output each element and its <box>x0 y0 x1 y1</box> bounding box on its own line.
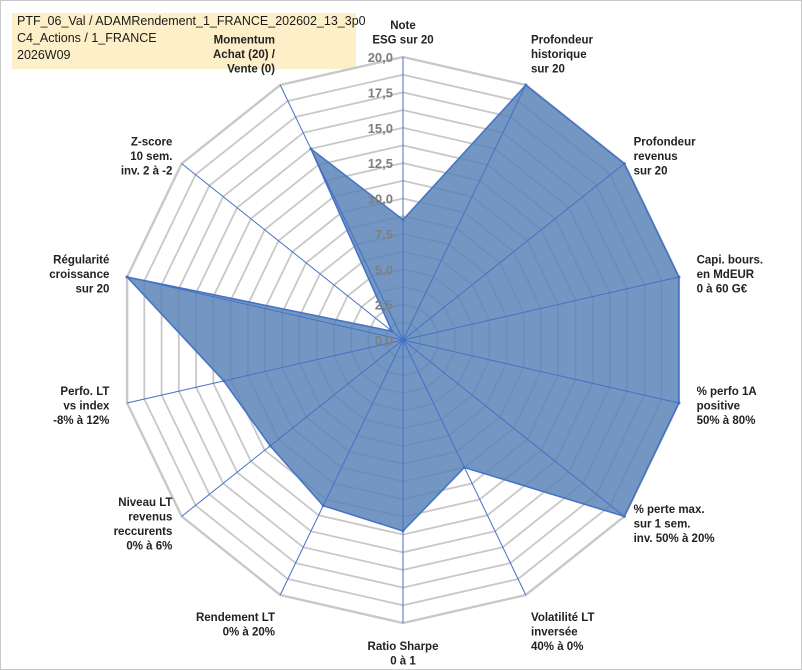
header-line-2: C4_Actions / 1_FRANCE <box>17 31 157 45</box>
category-label-line: Rendement LT <box>196 612 275 624</box>
category-label-line: sur 20 <box>634 165 668 177</box>
category-label: Rendement LT 0% à 20% <box>196 612 275 639</box>
axis-spoke <box>402 339 625 517</box>
category-label-line: Volatilité LT <box>531 612 594 624</box>
category-label-line: Ratio Sharpe <box>368 641 439 653</box>
category-label-line: reccurents <box>114 526 173 538</box>
category-label-line: Z-score <box>131 136 173 148</box>
tick-label: 12,5 <box>368 156 393 171</box>
data-point <box>268 444 272 448</box>
data-point <box>125 275 129 279</box>
chart-header: PTF_06_Val / ADAMRendement_1_FRANCE_2026… <box>12 13 366 69</box>
category-label: Momentum Achat (20) / Vente (0) <box>213 35 276 76</box>
data-point <box>622 514 626 518</box>
category-label-line: historique <box>531 49 587 61</box>
category-label: Profondeur historique sur 20 <box>531 35 593 76</box>
tick-label: 7,5 <box>375 227 393 242</box>
header-line-1: PTF_06_Val / ADAMRendement_1_FRANCE_2026… <box>17 14 366 28</box>
category-label-line: Profondeur <box>634 136 696 148</box>
category-label-line: sur 20 <box>531 64 565 76</box>
data-point <box>622 162 626 166</box>
category-label-line: 0% à 6% <box>126 540 172 552</box>
category-label-line: Capi. bours. <box>697 255 763 267</box>
category-label-line: croissance <box>49 269 109 281</box>
category-label: Capi. bours. en MdEUR 0 à 60 G€ <box>697 255 763 296</box>
category-label-line: inv. 2 à -2 <box>121 165 173 177</box>
tick-label: 5,0 <box>375 262 393 277</box>
axis-spoke <box>126 276 404 341</box>
tick-label: 15,0 <box>368 121 393 136</box>
axis-spoke <box>279 339 404 596</box>
data-point <box>321 504 325 508</box>
category-label: Ratio Sharpe 0 à 1 <box>368 641 439 668</box>
category-label: Régularité croissance sur 20 <box>49 255 109 296</box>
axis-spoke <box>279 84 404 341</box>
category-label: Z-score 10 sem. inv. 2 à -2 <box>121 136 173 177</box>
axis-spoke <box>402 84 527 341</box>
category-label-line: revenus <box>128 511 172 523</box>
category-label-line: % perte max. <box>634 504 705 516</box>
data-point <box>524 83 528 87</box>
category-label-line: Profondeur <box>531 35 593 47</box>
data-point <box>462 466 466 469</box>
category-label-line: 50% à 80% <box>697 415 756 427</box>
category-label: Profondeur revenus sur 20 <box>634 136 696 177</box>
data-point <box>390 329 394 333</box>
category-label-line: sur 20 <box>76 284 110 296</box>
category-label-line: Vente (0) <box>227 64 275 76</box>
tick-label: 2,5 <box>375 298 393 313</box>
category-label-line: positive <box>697 400 740 412</box>
category-label-line: vs index <box>63 400 110 412</box>
category-label-line: inversée <box>531 626 578 638</box>
data-point <box>677 401 681 405</box>
category-label-line: Achat (20) / <box>213 49 276 61</box>
category-label-line: Régularité <box>53 255 109 267</box>
category-label: Perfo. LT vs index -8% à 12% <box>53 386 110 427</box>
category-label: Note ESG sur 20 <box>372 20 433 47</box>
axis-spoke <box>126 339 404 404</box>
tick-label: 17,5 <box>368 85 393 100</box>
axis-spoke <box>402 276 680 341</box>
data-point <box>677 275 681 279</box>
category-label: Volatilité LT inversée 40% à 0% <box>531 612 594 653</box>
data-point <box>401 529 405 533</box>
axis-spoke <box>181 163 404 341</box>
category-label: % perfo 1A positive 50% à 80% <box>697 386 757 427</box>
category-label-line: Momentum <box>214 35 275 47</box>
category-label-line: 40% à 0% <box>531 641 583 653</box>
data-point <box>222 379 226 383</box>
category-label-line: -8% à 12% <box>53 415 109 427</box>
category-label: Niveau LT revenus reccurents 0% à 6% <box>114 497 173 553</box>
category-label-line: sur 1 sem. <box>634 519 691 531</box>
category-label-line: % perfo 1A <box>697 386 757 398</box>
category-label-line: 0 à 60 G€ <box>697 284 748 296</box>
category-label-line: inv. 50% à 20% <box>634 533 715 545</box>
category-label-line: Perfo. LT <box>60 386 109 398</box>
data-point <box>309 147 313 151</box>
category-label-line: revenus <box>634 151 678 163</box>
category-label-line: Note <box>390 20 416 32</box>
tick-label: 20,0 <box>368 50 393 65</box>
category-label-line: en MdEUR <box>697 269 755 281</box>
category-label: % perte max. sur 1 sem. inv. 50% à 20% <box>634 504 715 545</box>
category-label-line: 0 à 1 <box>390 656 416 668</box>
header-line-3: 2026W09 <box>17 48 71 62</box>
category-label-line: Niveau LT <box>118 497 172 509</box>
tick-label: 10,0 <box>368 192 393 207</box>
data-point <box>401 218 405 222</box>
axis-spoke <box>181 339 404 517</box>
category-label-line: 0% à 20% <box>223 626 275 638</box>
axis-spoke <box>402 339 680 404</box>
category-label-line: 10 sem. <box>130 151 172 163</box>
category-label-line: ESG sur 20 <box>372 35 433 47</box>
tick-label: 0,0 <box>375 333 393 348</box>
axis-spoke <box>402 163 625 341</box>
